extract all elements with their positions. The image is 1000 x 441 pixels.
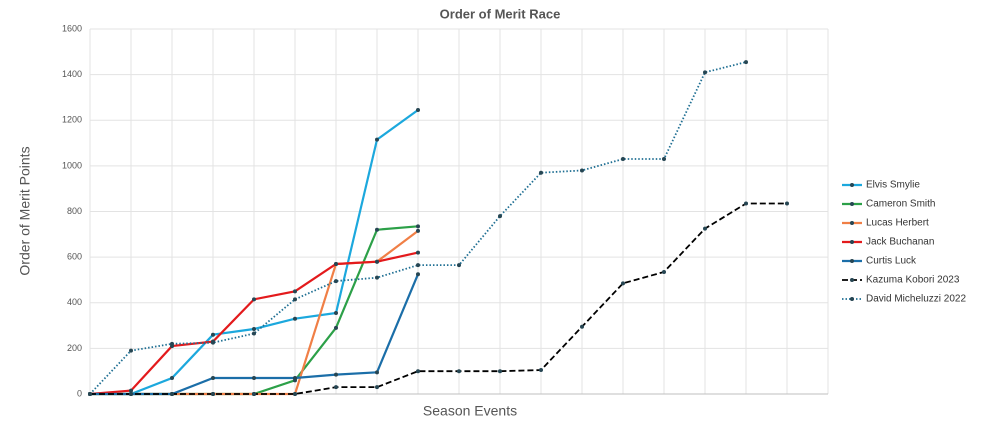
point [539,170,543,175]
point [334,279,338,284]
point [744,201,748,206]
point [785,201,789,206]
point [375,137,379,142]
point [129,348,133,353]
point [252,376,256,381]
y-tick-label: 1600 [62,23,82,33]
point [416,369,420,374]
point [375,370,379,375]
y-tick-label: 1000 [62,160,82,170]
point [170,341,174,346]
point [662,269,666,274]
legend-label: Jack Buchanan [866,237,934,248]
y-axis-label: Order of Merit Points [17,146,33,275]
point [539,368,543,373]
point [375,275,379,280]
point [293,376,297,381]
y-tick-label: 800 [67,206,82,216]
point [416,107,420,112]
point [416,263,420,268]
point [580,324,584,329]
point [498,369,502,374]
point [211,392,215,396]
point [457,369,461,374]
point [293,392,297,396]
legend-marker [850,221,854,225]
point [416,224,420,229]
point [211,340,215,345]
point [375,385,379,390]
x-axis-label: Season Events [423,403,517,419]
y-tick-label: 0 [77,388,82,398]
legend-label: David Micheluzzi 2022 [866,294,966,305]
point [334,325,338,330]
point [621,157,625,162]
legend-marker [850,259,854,263]
y-tick-label: 200 [67,343,82,353]
point [211,376,215,381]
point [129,388,133,393]
point [334,311,338,316]
point [170,376,174,381]
legend-label: Cameron Smith [866,199,935,210]
point [88,392,92,396]
point [293,289,297,294]
legend-marker [850,202,854,206]
legend-marker [850,240,854,244]
legend-marker [850,183,854,187]
legend-label: Lucas Herbert [866,218,929,229]
point [252,392,256,396]
legend-label: Curtis Luck [866,256,917,267]
y-tick-label: 1400 [62,69,82,79]
y-tick-label: 600 [67,252,82,262]
point [457,263,461,268]
point [252,331,256,336]
point [498,214,502,219]
point [170,392,174,396]
point [334,385,338,390]
point [416,272,420,277]
point [252,326,256,331]
point [375,259,379,264]
legend-marker [850,297,854,301]
point [703,70,707,75]
point [416,250,420,255]
point [621,281,625,286]
point [293,316,297,321]
y-tick-label: 1200 [62,115,82,125]
point [744,60,748,65]
legend-label: Elvis Smylie [866,180,920,191]
point [334,372,338,377]
legend-marker [850,278,854,282]
point [580,168,584,173]
point [252,297,256,302]
y-tick-label: 400 [67,297,82,307]
point [375,227,379,232]
point [211,332,215,337]
point [334,261,338,266]
point [703,226,707,231]
point [662,157,666,162]
point [129,392,133,396]
legend-label: Kazuma Kobori 2023 [866,275,960,286]
point [416,228,420,233]
chart-title: Order of Merit Race [440,6,561,21]
point [293,297,297,302]
series-line [90,202,787,395]
